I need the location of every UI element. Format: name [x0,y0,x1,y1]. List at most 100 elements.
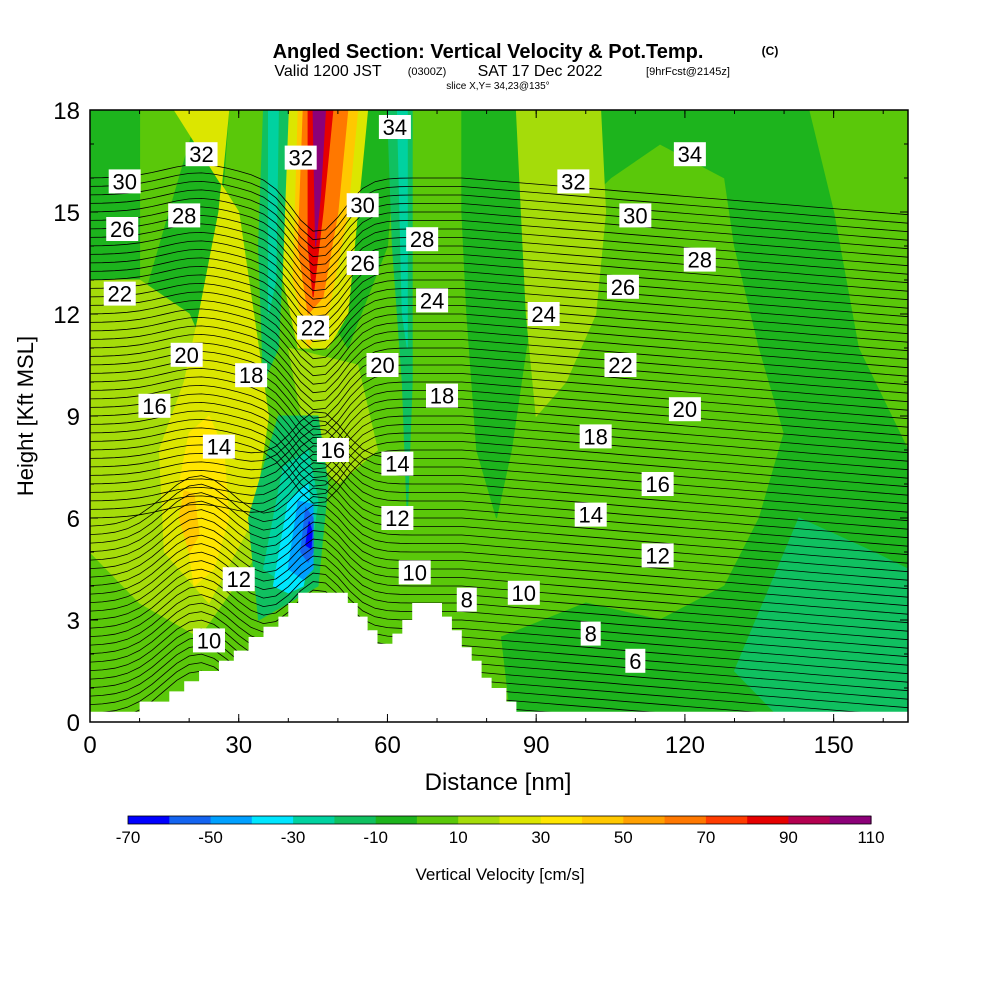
contour-label: 28 [683,247,716,273]
contour-label: 32 [185,142,218,167]
contour-label-text: 20 [174,343,198,368]
y-tick-label: 12 [53,302,80,329]
colorbar-swatch [334,816,377,824]
contour-label-box [579,424,612,449]
x-tick-label: 0 [83,732,96,759]
theta-contour-32.5 [90,223,908,292]
colorbar-tick-label: 10 [449,828,468,847]
contour-label: 8 [456,587,477,613]
theta-contour-25 [90,350,908,419]
colorbar-swatch [128,816,170,824]
terrain [90,592,908,722]
y-tick-label: 6 [67,506,80,533]
contour-label-box [192,628,225,653]
contour-label: 16 [641,472,674,497]
y-tick-label: 0 [67,710,80,737]
colorbar-swatch [251,816,294,824]
theta-contour-35.5 [90,172,908,241]
contour-label-box [557,169,590,194]
subtitle-forecast: [9hrFcst@2145z] [646,66,730,78]
contour-label: 8 [580,621,601,647]
contour-label: 18 [235,363,268,388]
theta-contour-32 [90,231,908,300]
theta-contour-34.5 [90,189,908,258]
contour-label-text: 32 [288,146,312,171]
theta-contour-24.5 [90,359,908,428]
contour-label-text: 22 [608,353,632,378]
theta-contour-36 [90,163,908,232]
theta-contour-31 [90,248,908,317]
contour-label-box [222,567,255,592]
contour-label-text: 26 [350,251,374,276]
theta-contour-11 [90,551,908,641]
contour-label: 30 [619,203,652,228]
theta-contour-22 [90,401,908,470]
colorbar-tick-label: 90 [779,828,798,847]
contour-label: 26 [106,217,139,242]
theta-contour-29 [90,282,908,351]
colorbar-label: Vertical Velocity [cm/s] [415,865,584,884]
contour-label: 20 [366,353,399,378]
contour-label-box [580,621,601,646]
theta-contour-30 [90,265,908,334]
contour-label-text: 28 [410,227,434,252]
contour-label-text: 32 [561,169,585,194]
contour-label-text: 22 [108,282,132,307]
contour-label: 16 [316,438,349,463]
contour-label-box [574,502,607,527]
contour-label: 30 [346,193,379,218]
contour-label: 24 [416,288,449,313]
x-tick-label: 30 [225,732,252,759]
velocity-region-18 [268,110,279,315]
contour-label: 22 [103,281,136,307]
contour-label-box [316,438,349,462]
colorbar-swatch [293,816,335,824]
theta-contour-20.5 [90,427,908,496]
theta-contour-33.5 [90,206,908,275]
theta-contour-21 [90,418,908,487]
contour-label-box [138,393,171,418]
contour-label: 10 [192,628,225,653]
theta-contour-23.5 [90,376,908,445]
contour-label: 26 [346,251,379,276]
contour-label-text: 16 [321,438,345,463]
colorbar-swatch [210,816,253,824]
y-axis-label: Height [Kft MSL] [13,336,38,496]
contour-label: 32 [557,169,590,194]
theta-contour-6.5 [90,628,908,717]
colorbar-tick-label: 30 [531,828,550,847]
theta-contour-21.5 [90,410,908,479]
contour-label-text: 30 [112,169,136,194]
contour-label-text: 10 [512,581,536,606]
colorbar-swatch [623,816,666,824]
contour-label-text: 30 [350,193,374,218]
contour-label-box [106,217,139,241]
contour-label: 32 [284,145,317,171]
contour-label-box [202,434,235,459]
contour-label: 24 [527,302,560,327]
colorbar-tick-label: 110 [857,828,884,847]
theta-contour-15 [90,483,908,573]
theta-contour-13 [90,517,908,607]
contour-label-text: 8 [585,622,597,647]
contour-label-text: 12 [645,543,669,568]
contour-label-box [683,247,716,272]
contour-label-box [619,203,652,228]
x-tick-label: 90 [523,732,550,759]
potential-temperature-contours [90,163,908,722]
contour-labels: 30 32 32 34 34 26 28 30 32 30 28 26 28 22 24 24 26 22 20 18… [103,115,716,674]
subtitle-valid: Valid 1200 JST [274,63,382,80]
theta-contour-16.5 [90,462,908,547]
contour-label-text: 24 [531,302,555,327]
theta-contour-8 [90,602,908,692]
contour-label-box [507,580,540,605]
theta-contour-25.5 [90,342,908,411]
contour-label-text: 14 [385,452,409,477]
theta-contour-28 [90,299,908,368]
theta-contour-27 [90,316,908,385]
contour-label-box [284,145,317,170]
theta-contour-14 [90,500,908,590]
theta-contour-17 [90,453,908,539]
colorbar: -70 -50 -30 -10 10 30 50 70 90 110 [116,815,885,847]
contour-label-text: 32 [189,142,213,167]
